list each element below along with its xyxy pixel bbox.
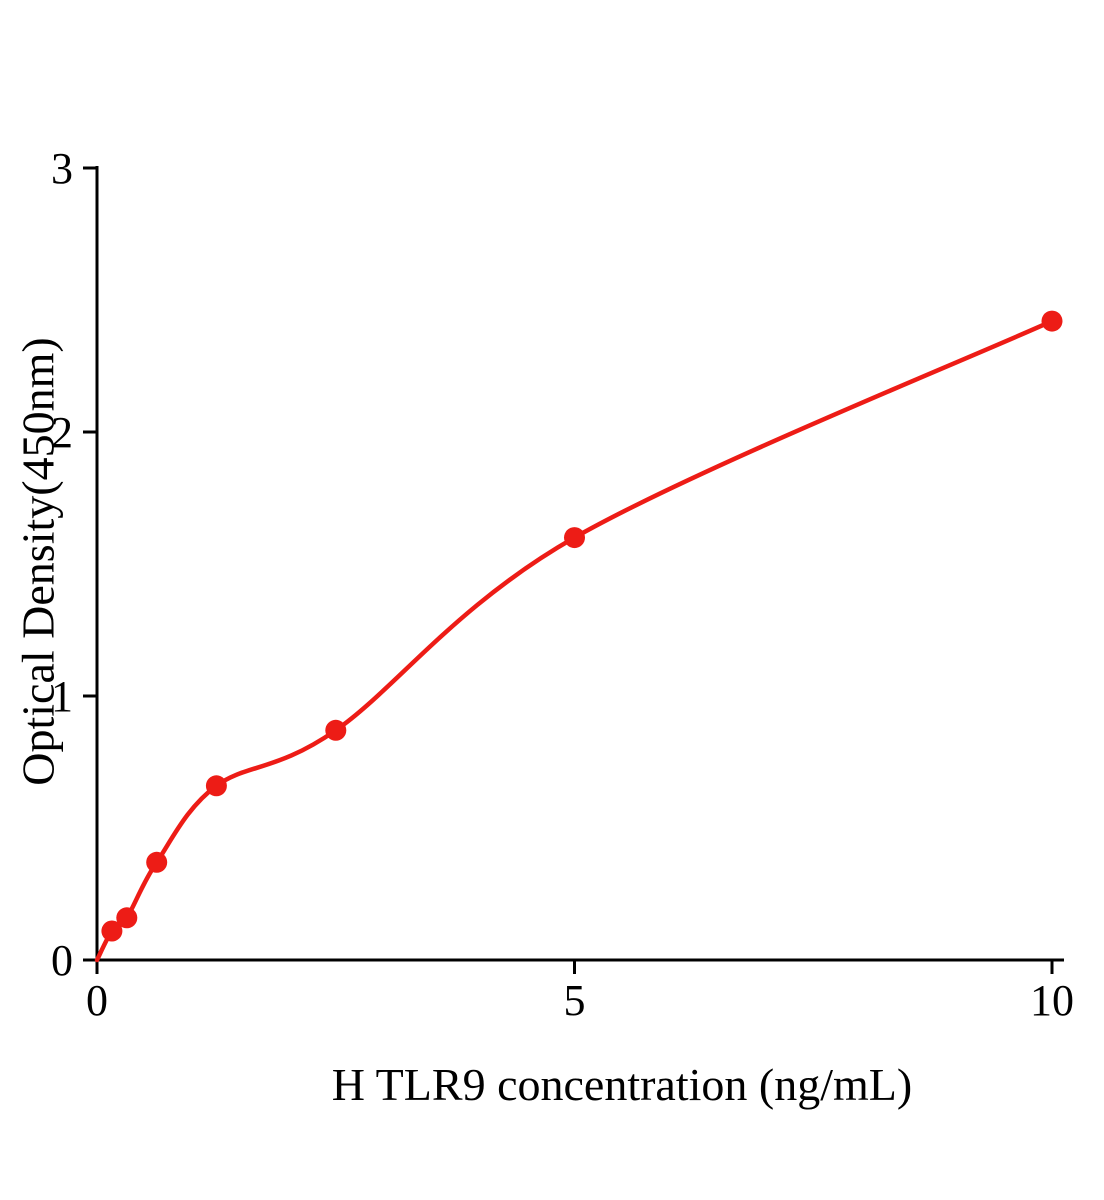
y-tick-label: 2 [51, 408, 73, 457]
data-point [116, 907, 138, 929]
data-point [146, 851, 168, 873]
fit-curve [94, 318, 1055, 963]
data-point [205, 775, 227, 797]
data-point [101, 920, 123, 942]
x-tick-label: 5 [564, 976, 586, 1025]
y-tick-label: 1 [51, 672, 73, 721]
x-axis-title: H TLR9 concentration (ng/mL) [331, 1059, 913, 1110]
x-tick-label: 0 [86, 976, 108, 1025]
data-point [1041, 310, 1063, 332]
data-point [564, 527, 585, 549]
data-point [325, 719, 347, 741]
y-tick-label: 0 [51, 936, 73, 985]
x-tick-label: 10 [1030, 976, 1074, 1025]
y-tick-label: 3 [51, 144, 73, 193]
y-axis-title: Optical Density(450nm) [12, 337, 64, 786]
